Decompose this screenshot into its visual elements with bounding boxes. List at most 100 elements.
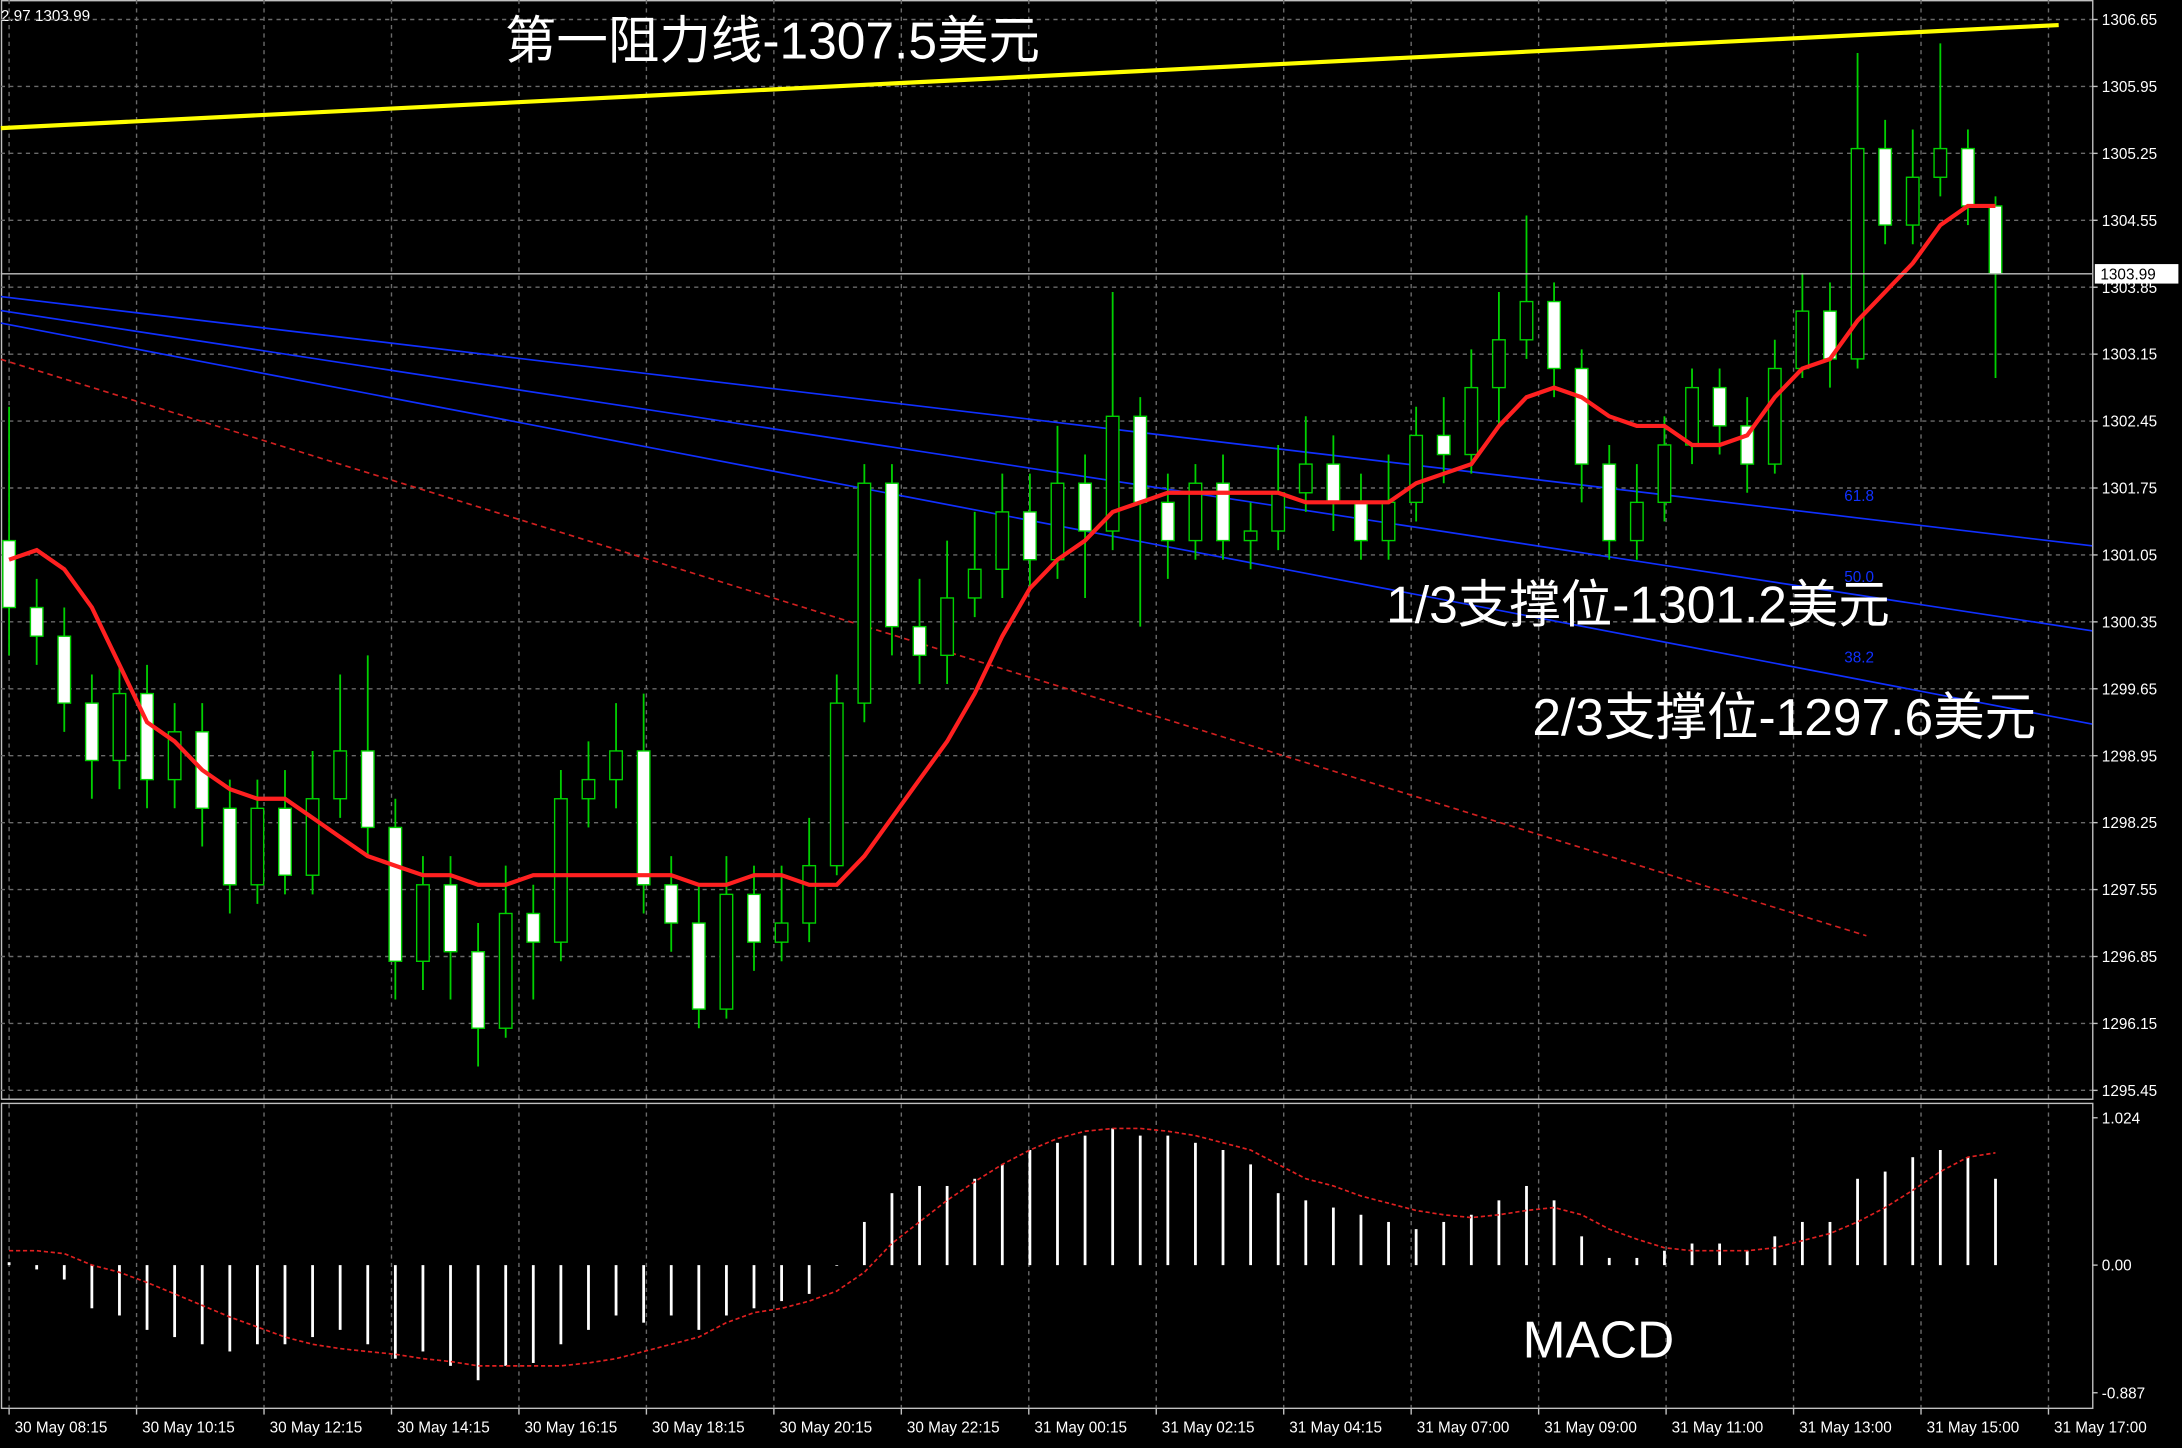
candle-body (84, 702, 99, 762)
macd-bar (835, 1265, 839, 1266)
x-tick-label: 31 May 13:00 (1799, 1420, 1892, 1437)
candle-body (940, 597, 955, 657)
x-tick-label: 31 May 09:00 (1544, 1420, 1637, 1437)
macd-bar (1497, 1200, 1501, 1266)
macd-bar (587, 1265, 590, 1330)
macd-bar (1800, 1221, 1804, 1266)
macd-bar (1138, 1135, 1142, 1266)
macd-bar (1552, 1200, 1556, 1266)
y-tick-label: 1301.05 (2102, 548, 2157, 565)
y-tick-label: 1298.25 (2102, 815, 2157, 832)
candle-body (691, 922, 706, 1010)
candle-body (112, 692, 127, 762)
macd-bar (973, 1178, 977, 1266)
macd-bar (311, 1265, 314, 1338)
y-tick-label: 1297.55 (2102, 882, 2157, 899)
macd-bar (1387, 1221, 1390, 1266)
candle-body (581, 778, 596, 800)
macd-bar (35, 1265, 39, 1270)
candle-body (305, 798, 320, 876)
macd-bar (366, 1265, 370, 1345)
candle-body (1988, 205, 2003, 275)
current-price-label: 1303.99 (2100, 266, 2155, 283)
y-tick-label: 1300.35 (2102, 614, 2157, 631)
candle-body (471, 951, 486, 1029)
macd-bar (1221, 1150, 1225, 1266)
macd-bar (1194, 1142, 1197, 1266)
candle-body (1629, 501, 1644, 542)
candle-body (1050, 482, 1065, 561)
macd-bar (1994, 1178, 1997, 1266)
candle-body (1933, 147, 1948, 178)
trendline (0, 322, 2093, 725)
x-tick-label: 30 May 08:15 (15, 1420, 108, 1437)
macd-bar (780, 1265, 783, 1302)
y-tick-label: 1304.55 (2102, 213, 2157, 230)
macd-bar (228, 1265, 232, 1352)
macd-bar (752, 1265, 756, 1309)
y-tick-label: 1296.15 (2102, 1016, 2157, 1033)
candle-body (526, 912, 541, 943)
macd-bar (1304, 1200, 1308, 1266)
x-tick-label: 30 May 14:15 (397, 1420, 490, 1437)
macd-bar (1331, 1207, 1335, 1266)
candle-body (443, 884, 458, 953)
candle-body (1795, 310, 1810, 370)
y-tick-label: 1298.95 (2102, 748, 2157, 765)
y-tick-label: 1303.15 (2102, 347, 2157, 364)
y-tick-label: 1306.65 (2102, 12, 2157, 29)
candle-body (1574, 367, 1589, 465)
macd-bar (862, 1221, 866, 1266)
macd-bar (1690, 1243, 1694, 1266)
candle-body (1160, 501, 1175, 542)
candle-body (609, 750, 624, 781)
x-tick-label: 31 May 15:00 (1927, 1420, 2020, 1437)
macd-bar (1828, 1221, 1832, 1266)
candle-body (333, 750, 348, 800)
candle-body (1078, 482, 1093, 532)
y-tick-label: 1299.65 (2102, 681, 2157, 698)
macd-bar (393, 1265, 397, 1359)
candle-body (29, 606, 44, 637)
candle-body (1298, 463, 1313, 494)
candle-body (1685, 386, 1699, 446)
x-tick-label: 30 May 18:15 (652, 1420, 745, 1437)
x-tick-label: 30 May 16:15 (525, 1420, 618, 1437)
macd-bar (918, 1185, 921, 1266)
y-tick-label: 1302.45 (2102, 414, 2157, 431)
x-tick-label: 31 May 17:00 (2054, 1420, 2147, 1437)
macd-bar (449, 1265, 452, 1366)
x-tick-label: 30 May 12:15 (270, 1420, 363, 1437)
fib-label: 50.0 (1844, 569, 1874, 586)
candle-body (967, 568, 982, 599)
macd-bar (1745, 1250, 1749, 1266)
macd-bar (1442, 1221, 1446, 1266)
macd-bar (1883, 1171, 1887, 1266)
y-tick-label: 1303.85 (2102, 280, 2157, 297)
macd-bar (669, 1265, 673, 1316)
candle-body (1657, 444, 1672, 504)
macd-bar (697, 1265, 701, 1330)
macd-bar (1635, 1257, 1639, 1266)
macd-bar (642, 1265, 646, 1323)
macd-bar (7, 1262, 11, 1266)
x-tick-label: 30 May 22:15 (907, 1420, 1000, 1437)
y-tick-label: 1305.95 (2102, 79, 2157, 96)
macd-bar (476, 1265, 480, 1381)
candle-body (1353, 501, 1368, 542)
candle-body (1326, 463, 1341, 504)
signal-line (9, 1127, 1996, 1367)
candle-body (912, 625, 927, 657)
macd-bar (1607, 1257, 1611, 1266)
candle-body (1464, 386, 1479, 456)
candle-body (1188, 482, 1203, 542)
moving-average (8, 203, 1996, 887)
macd-bar (531, 1265, 535, 1363)
macd-title: MACD (1523, 1311, 1675, 1369)
macd-bar (1000, 1164, 1004, 1266)
macd-panel-frame (0, 1102, 2094, 1410)
candle-body (278, 807, 292, 876)
macd-bar (1414, 1229, 1418, 1266)
macd-bar (1911, 1157, 1915, 1266)
